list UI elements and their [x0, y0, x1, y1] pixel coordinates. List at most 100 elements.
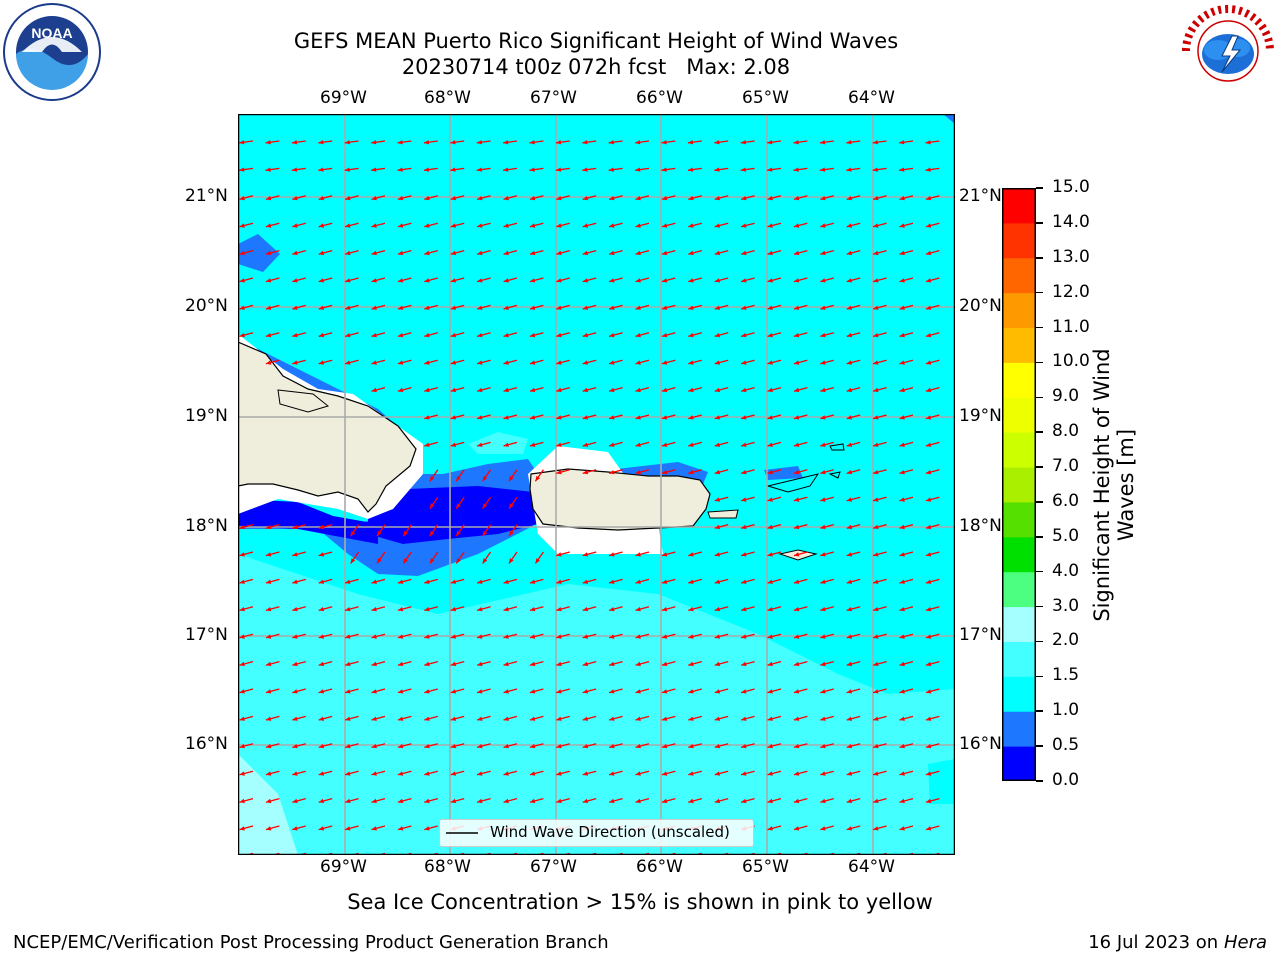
wind-wave-arrow-head: [371, 360, 377, 365]
wind-wave-arrow-head: [820, 798, 826, 804]
wind-wave-arrow-head: [477, 387, 483, 393]
wind-wave-arrow-head: [450, 333, 457, 338]
wind-wave-arrow-head: [450, 360, 457, 365]
wind-wave-arrow-head: [582, 140, 588, 145]
wind-wave-arrow-head: [503, 607, 509, 612]
colorbar-tick-mark: [1036, 710, 1043, 712]
wind-wave-arrow-head: [793, 716, 800, 721]
wind-wave-arrow-head: [741, 716, 747, 721]
noaa-logo: NOAA: [3, 3, 101, 101]
wind-wave-arrow-head: [292, 196, 298, 201]
wind-wave-arrow-head: [535, 475, 540, 482]
wind-wave-arrow-head: [450, 278, 457, 283]
wind-wave-arrow-head: [793, 333, 800, 338]
colorbar-tick-mark: [1036, 675, 1043, 678]
wind-wave-arrow-head: [529, 140, 535, 145]
wind-wave-arrow-head: [820, 689, 826, 694]
wind-wave-arrow-head: [345, 826, 351, 831]
wind-wave-arrow-head: [556, 442, 562, 447]
wind-wave-arrow-head: [767, 167, 773, 172]
wind-wave-arrow-head: [688, 415, 694, 420]
wind-wave-arrow-head: [424, 634, 430, 639]
wind-wave-arrow-head: [503, 140, 509, 145]
wind-wave-arrow-head: [503, 305, 509, 310]
wind-wave-arrow-head: [899, 497, 905, 502]
wind-wave-arrow-head: [661, 661, 668, 667]
wind-wave-arrow-head: [873, 771, 879, 776]
wind-wave-arrow-head: [482, 503, 488, 509]
noaa-logo-text: NOAA: [31, 25, 72, 41]
wind-wave-arrow-head: [424, 661, 430, 667]
wind-wave-arrow-head: [318, 278, 325, 283]
colorbar-tick-label: 6.0: [1052, 490, 1080, 511]
wind-wave-arrow-head: [582, 689, 589, 694]
wind-wave-arrow-head: [925, 607, 932, 612]
wind-wave-arrow-head: [767, 579, 773, 584]
wind-wave-arrow-head: [661, 798, 668, 804]
wind-wave-arrow-head: [450, 387, 457, 393]
wave-lowest-region-west: [238, 499, 378, 544]
wind-wave-arrow-head: [609, 552, 615, 557]
wind-wave-arrow-head: [688, 552, 694, 557]
wind-wave-arrow-head: [767, 196, 773, 201]
wind-wave-arrow-head: [450, 140, 456, 145]
colorbar-tick-mark: [1036, 396, 1043, 399]
wind-wave-arrow-head: [265, 607, 272, 612]
wind-wave-arrow-head: [477, 223, 483, 228]
wind-wave-arrow-head: [925, 689, 932, 694]
colorbar-tick-mark: [1036, 291, 1043, 294]
wind-wave-arrow-head: [820, 771, 826, 776]
wind-wave-arrow-head: [292, 333, 298, 338]
wind-wave-arrow-head: [873, 497, 879, 502]
wind-wave-arrow-head: [397, 661, 404, 667]
wind-wave-arrow-head: [767, 140, 773, 145]
wind-wave-arrow-head: [529, 579, 536, 584]
wind-wave-arrow-head: [741, 524, 747, 530]
wind-wave-arrow-head: [239, 196, 245, 201]
wind-wave-arrow-head: [265, 140, 271, 145]
wind-wave-arrow-head: [741, 470, 747, 475]
wind-wave-arrow-head: [661, 196, 668, 201]
wind-wave-arrow-head: [397, 167, 403, 172]
wind-wave-arrow-head: [767, 223, 773, 228]
wind-wave-arrow-head: [529, 250, 536, 256]
lat-label-right-18n: 18°N: [959, 516, 1002, 536]
wind-wave-arrow-head: [873, 196, 879, 201]
wind-wave-arrow-head: [688, 387, 694, 393]
wind-wave-arrow-head: [265, 798, 272, 804]
wind-wave-arrow-head: [899, 716, 905, 721]
wind-wave-arrow-head: [714, 524, 721, 530]
wind-wave-arrow-head: [509, 530, 514, 537]
wind-wave-arrow-head: [899, 826, 905, 831]
wind-wave-arrow-head: [476, 140, 482, 145]
wind-wave-arrow-head: [397, 140, 403, 145]
wind-wave-arrow-head: [925, 798, 932, 804]
wind-wave-arrow-head: [450, 415, 457, 420]
wind-wave-arrow-head: [344, 140, 350, 145]
wind-wave-arrow-head: [503, 387, 509, 393]
wind-wave-arrow-head: [767, 552, 773, 557]
wind-wave-arrow-head: [582, 333, 589, 338]
wind-wave-arrow-head: [635, 360, 641, 365]
wind-wave-arrow-head: [318, 524, 325, 530]
wind-wave-arrow-head: [345, 250, 351, 256]
wind-wave-arrow-head: [793, 634, 800, 639]
wind-wave-arrow-head: [741, 497, 747, 502]
wind-wave-arrow-head: [429, 558, 435, 564]
wind-wave-arrow-head: [873, 333, 879, 338]
wind-wave-arrow-head: [429, 503, 435, 509]
wind-wave-arrow-head: [397, 579, 404, 584]
wind-wave-arrow-head: [925, 442, 932, 447]
colorbar-segment: [1002, 292, 1036, 329]
wind-wave-arrow-head: [688, 689, 694, 694]
wind-wave-arrow-head: [477, 305, 483, 310]
wind-wave-arrow-head: [925, 552, 932, 557]
wind-wave-arrow-head: [846, 579, 853, 584]
lon-label-bottom-67w: 67°W: [530, 857, 577, 877]
colorbar-tick-mark: [1036, 326, 1043, 329]
wind-wave-arrow-head: [714, 415, 721, 420]
wind-wave-arrow-head: [925, 497, 932, 502]
colorbar-tick-label: 9.0: [1052, 386, 1080, 407]
wind-wave-arrow-head: [477, 744, 483, 749]
wind-wave-arrow-head: [397, 360, 404, 365]
